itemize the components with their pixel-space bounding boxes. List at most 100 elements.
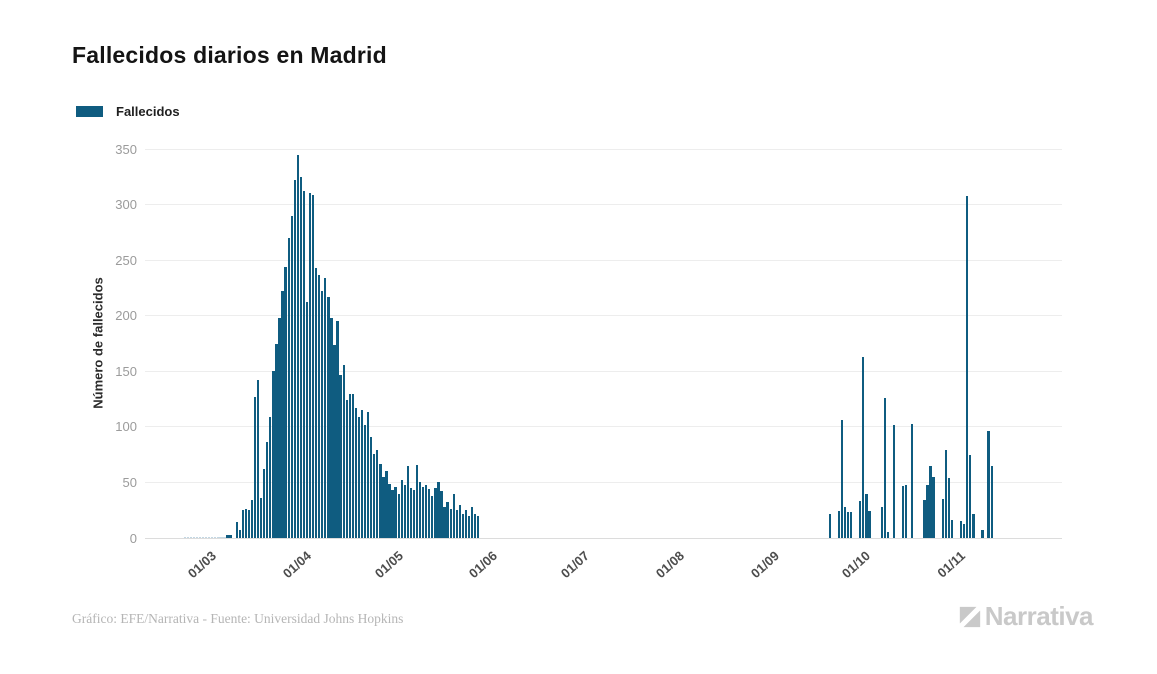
daily-deaths-bar (244, 509, 248, 538)
y-gridline (145, 315, 1062, 317)
daily-deaths-bar (400, 480, 403, 538)
x-tick-label: 01/06 (466, 548, 501, 581)
x-axis-line (145, 537, 1062, 539)
daily-deaths-bar (904, 484, 908, 538)
daily-deaths-bar (440, 491, 443, 538)
y-gridline (145, 481, 1062, 483)
daily-deaths-bar (388, 483, 391, 538)
daily-deaths-bar (333, 344, 336, 538)
daily-deaths-bar (477, 515, 480, 538)
daily-deaths-bar (379, 463, 382, 538)
daily-deaths-bar (363, 424, 367, 538)
daily-deaths-bar (330, 317, 333, 538)
daily-deaths-bar (305, 302, 309, 538)
daily-deaths-bar (211, 536, 214, 538)
daily-deaths-bar (901, 485, 905, 538)
daily-deaths-bar (950, 520, 954, 538)
daily-deaths-bar (290, 215, 293, 538)
daily-deaths-bar (464, 510, 468, 538)
daily-deaths-bar (370, 436, 373, 538)
daily-deaths-bar (250, 500, 254, 538)
daily-deaths-bar (886, 532, 889, 538)
daily-deaths-bar (348, 393, 351, 538)
daily-deaths-bar (840, 420, 844, 538)
daily-deaths-bar (376, 450, 379, 538)
daily-deaths-bar (455, 510, 458, 538)
daily-deaths-bar (828, 513, 831, 538)
x-tick-label: 01/03 (185, 548, 220, 581)
daily-deaths-bar (201, 536, 205, 538)
daily-deaths-bar (437, 482, 440, 538)
daily-deaths-bar (418, 482, 422, 538)
daily-deaths-bar (308, 193, 312, 538)
daily-deaths-bar (260, 497, 263, 538)
daily-deaths-bar (263, 469, 266, 538)
daily-deaths-bar (412, 490, 416, 538)
x-tick-label: 01/11 (934, 548, 969, 581)
daily-deaths-bar (214, 536, 217, 538)
daily-deaths-bar (373, 453, 376, 538)
daily-deaths-bar (932, 476, 935, 538)
daily-deaths-bar (324, 277, 327, 538)
daily-deaths-bar (959, 521, 963, 538)
daily-deaths-bar (336, 321, 339, 538)
daily-deaths-bar (446, 502, 449, 538)
daily-deaths-bar (247, 510, 251, 538)
daily-deaths-bar (941, 499, 944, 538)
daily-deaths-bar (235, 522, 238, 538)
daily-deaths-bar (266, 442, 269, 538)
daily-deaths-bar (981, 530, 984, 538)
daily-deaths-bar (275, 343, 278, 538)
page-title: Fallecidos diarios en Madrid (72, 42, 387, 68)
daily-deaths-bar (311, 194, 315, 538)
daily-deaths-bar (238, 530, 241, 538)
daily-deaths-bar (186, 536, 189, 538)
daily-deaths-bar (458, 504, 461, 538)
daily-deaths-bar (360, 410, 364, 538)
daily-deaths-bar (223, 536, 226, 538)
daily-deaths-bar (195, 536, 199, 538)
legend: Fallecidos (76, 104, 180, 119)
x-tick-label: 01/05 (371, 548, 406, 581)
y-tick-label: 100 (115, 419, 137, 435)
daily-deaths-bar (394, 486, 397, 538)
x-tick-label: 01/10 (839, 548, 874, 581)
daily-deaths-bar (467, 515, 471, 538)
daily-deaths-bar (923, 500, 926, 538)
y-gridline (145, 426, 1062, 428)
daily-deaths-bar (321, 291, 324, 538)
daily-deaths-bar (397, 493, 400, 538)
source-credit: Gráfico: EFE/Narrativa - Fuente: Univers… (72, 611, 404, 626)
daily-deaths-bar (431, 495, 434, 538)
daily-deaths-bar (208, 536, 211, 538)
y-tick-label: 250 (115, 252, 137, 268)
daily-deaths-bar (183, 536, 186, 538)
y-gridline (145, 370, 1062, 372)
daily-deaths-bar (846, 512, 850, 538)
daily-deaths-bar (192, 536, 196, 538)
daily-deaths-bar (963, 523, 966, 538)
daily-deaths-bar (862, 356, 865, 538)
daily-deaths-bar (318, 274, 321, 538)
daily-deaths-bar (256, 380, 260, 538)
daily-deaths-bar (220, 536, 223, 538)
daily-deaths-bar (302, 191, 306, 538)
daily-deaths-bar (406, 465, 410, 538)
y-tick-label: 350 (115, 141, 137, 157)
daily-deaths-bar (354, 407, 358, 538)
daily-deaths-bar (287, 237, 290, 538)
daily-deaths-bar (990, 465, 993, 538)
y-tick-label: 200 (115, 308, 137, 324)
daily-deaths-bar (944, 450, 947, 538)
x-tick-label: 01/07 (557, 548, 593, 581)
daily-deaths-bar (868, 511, 871, 538)
daily-deaths-bar (382, 476, 385, 538)
daily-deaths-bar (299, 176, 303, 538)
daily-deaths-bar (969, 454, 972, 538)
daily-deaths-bar (272, 371, 275, 538)
y-gridline (145, 148, 1062, 150)
daily-deaths-bar (409, 487, 413, 538)
daily-deaths-bar (849, 512, 853, 538)
y-tick-label: 300 (115, 197, 137, 213)
